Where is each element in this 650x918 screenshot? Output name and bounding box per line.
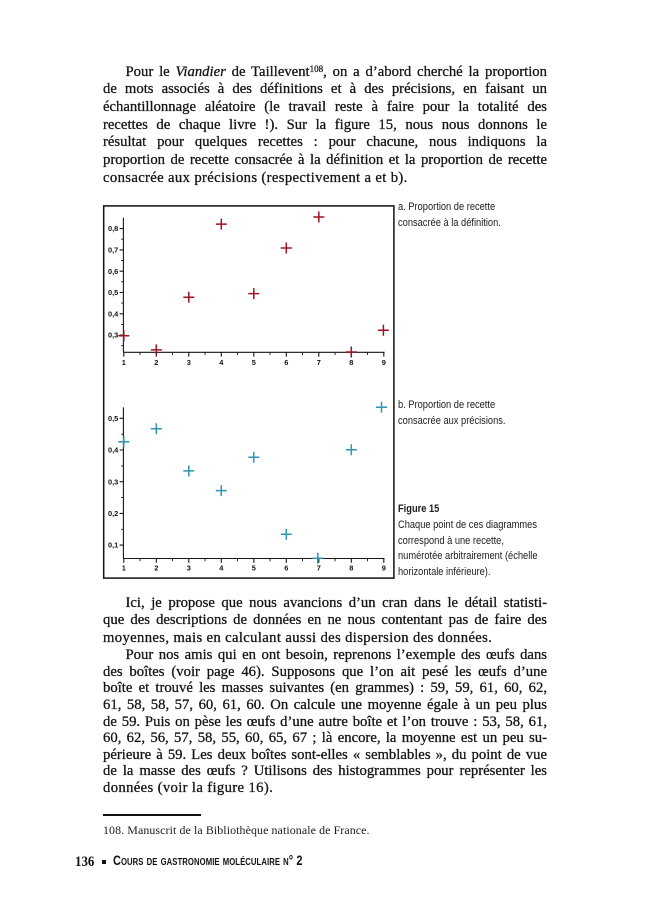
svg-text:1: 1 [122,358,126,367]
svg-text:1: 1 [122,564,126,573]
svg-text:0,1: 0,1 [108,541,118,550]
svg-text:4: 4 [219,358,224,367]
svg-text:3: 3 [187,564,191,573]
svg-text:7: 7 [317,564,321,573]
svg-text:0,3: 0,3 [108,477,118,486]
svg-text:0,5: 0,5 [108,414,118,423]
svg-text:0,6: 0,6 [108,267,118,276]
svg-text:0,4: 0,4 [108,446,119,455]
svg-text:7: 7 [317,358,321,367]
svg-text:0,4: 0,4 [108,309,119,318]
svg-text:9: 9 [382,358,386,367]
svg-text:6: 6 [284,564,288,573]
svg-text:5: 5 [252,564,256,573]
svg-text:6: 6 [284,358,288,367]
svg-text:0,3: 0,3 [108,331,118,340]
svg-text:0,8: 0,8 [108,224,118,233]
svg-text:0,5: 0,5 [108,288,118,297]
svg-text:2: 2 [154,358,158,367]
svg-text:9: 9 [382,564,386,573]
svg-text:0,7: 0,7 [108,246,118,255]
svg-text:2: 2 [154,564,158,573]
svg-text:4: 4 [219,564,224,573]
svg-text:0,2: 0,2 [108,509,118,518]
svg-text:3: 3 [187,358,191,367]
svg-text:5: 5 [252,358,256,367]
svg-text:8: 8 [349,358,353,367]
svg-text:8: 8 [349,564,353,573]
